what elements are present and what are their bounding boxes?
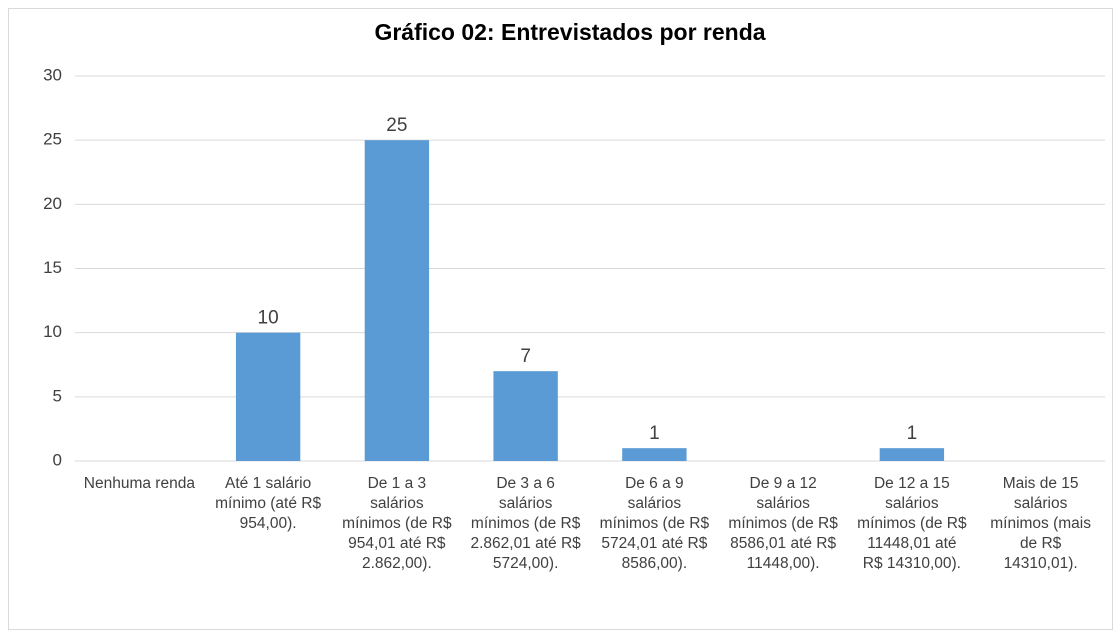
y-tick-label: 25 xyxy=(43,130,62,149)
x-tick-label: De 1 a 3 salários mínimos (de R$ 954,01 … xyxy=(342,475,452,572)
x-tick-label: De 9 a 12 salários mínimos (de R$ 8586,0… xyxy=(728,475,838,572)
y-tick-label: 20 xyxy=(43,194,62,213)
x-tick-label: De 6 a 9 salários mínimos (de R$ 5724,01… xyxy=(599,475,710,572)
bar xyxy=(622,448,687,461)
data-label: 1 xyxy=(907,423,918,444)
x-tick-label: De 12 a 15 salários mínimos (de R$ 11448… xyxy=(857,475,967,572)
y-tick-label: 10 xyxy=(43,322,62,341)
bar xyxy=(235,332,301,461)
x-tick-label: Mais de 15 salários mínimos (mais de R$ … xyxy=(990,475,1091,572)
y-tick-label: 30 xyxy=(43,65,62,84)
data-label: 10 xyxy=(258,308,279,329)
data-label: 25 xyxy=(386,115,407,136)
data-label: 1 xyxy=(649,423,660,444)
data-label: 7 xyxy=(520,346,531,367)
bar xyxy=(364,140,430,461)
bar xyxy=(493,371,558,461)
chart-border xyxy=(8,8,1113,630)
y-tick-label: 5 xyxy=(53,386,62,405)
x-tick-label: De 3 a 6 salários mínimos (de R$ 2.862,0… xyxy=(470,475,581,572)
x-tick-label: Até 1 salário mínimo (até R$ 954,00). xyxy=(215,475,322,532)
y-tick-label: 0 xyxy=(53,450,62,469)
x-tick-label: Nenhuma renda xyxy=(83,475,195,492)
bar xyxy=(879,448,945,461)
chart-title: Gráfico 02: Entrevistados por renda xyxy=(374,19,765,45)
y-tick-label: 15 xyxy=(43,258,62,277)
